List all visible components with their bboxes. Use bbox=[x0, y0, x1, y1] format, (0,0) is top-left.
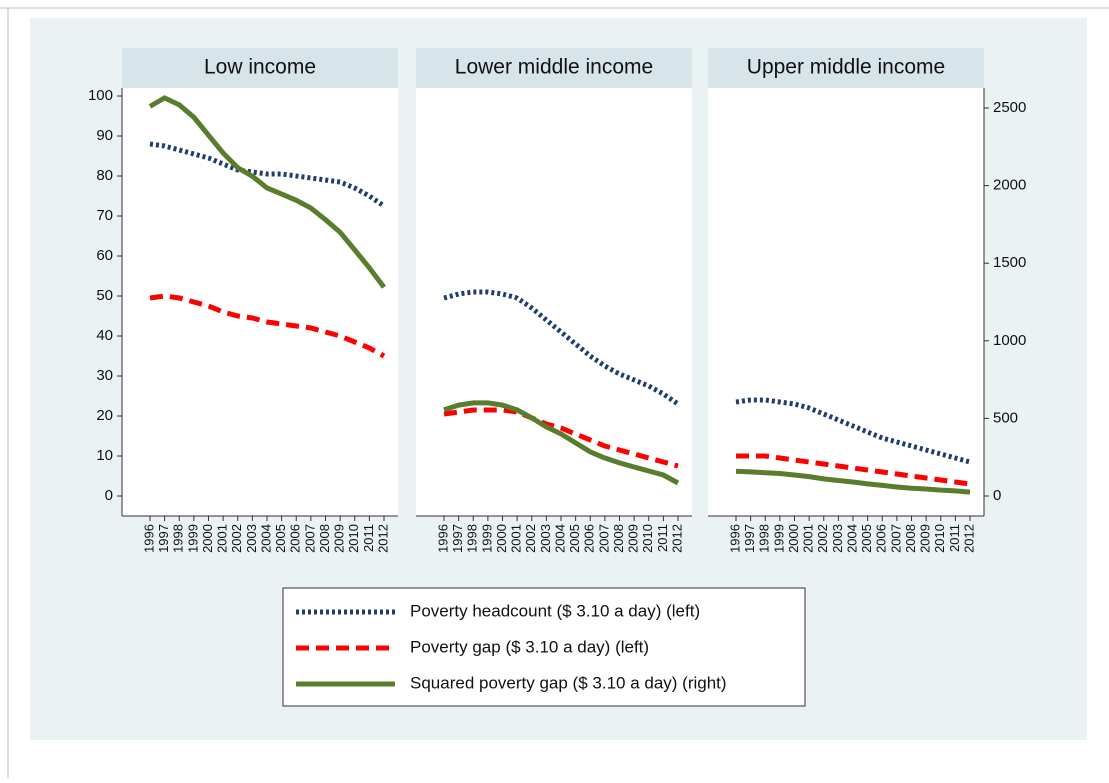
x-tick-label: 1998 bbox=[465, 524, 480, 553]
x-tick-label: 2007 bbox=[302, 524, 317, 553]
x-tick-label: 2008 bbox=[317, 524, 332, 553]
x-tick-label: 2006 bbox=[288, 524, 303, 553]
x-tick-label: 2010 bbox=[932, 524, 947, 553]
y2-tick-label: 2500 bbox=[993, 99, 1026, 116]
x-tick-label: 2009 bbox=[332, 524, 347, 553]
series-line bbox=[148, 95, 386, 289]
x-tick-label: 2005 bbox=[859, 524, 874, 553]
x-tick-label: 2003 bbox=[830, 524, 845, 553]
series-line bbox=[735, 397, 971, 465]
plot-area bbox=[122, 88, 398, 516]
plot-area bbox=[416, 88, 692, 516]
x-tick-label: 2001 bbox=[801, 524, 816, 553]
y-tick-label: 80 bbox=[96, 167, 113, 184]
y-tick-label: 10 bbox=[96, 447, 113, 464]
y-tick-label: 90 bbox=[96, 127, 113, 144]
y-tick-label: 20 bbox=[96, 407, 113, 424]
x-tick-label: 1996 bbox=[435, 524, 450, 553]
x-tick-label: 1999 bbox=[185, 524, 200, 553]
x-tick-label: 1996 bbox=[141, 524, 156, 553]
y-tick-label: 50 bbox=[96, 287, 113, 304]
x-tick-label: 2003 bbox=[538, 524, 553, 553]
x-tick-label: 2011 bbox=[361, 524, 376, 552]
legend-label: Poverty gap ($ 3.10 a day) (left) bbox=[410, 637, 649, 656]
x-tick-label: 2008 bbox=[611, 524, 626, 553]
y2-tick-label: 2000 bbox=[993, 177, 1026, 194]
series-line bbox=[443, 407, 679, 469]
x-tick-label: 1999 bbox=[771, 524, 786, 553]
x-tick-label: 2001 bbox=[509, 524, 524, 553]
x-tick-label: 1999 bbox=[479, 524, 494, 553]
x-tick-label: 2009 bbox=[918, 524, 933, 553]
y2-tick-label: 1500 bbox=[993, 254, 1026, 271]
x-tick-label: 2010 bbox=[640, 524, 655, 553]
x-tick-label: 2009 bbox=[626, 524, 641, 553]
x-tick-label: 2004 bbox=[552, 524, 567, 553]
x-tick-label: 1997 bbox=[450, 524, 465, 553]
x-tick-label: 2000 bbox=[494, 524, 509, 553]
y-tick-label: 60 bbox=[96, 247, 113, 264]
y-tick-label: 100 bbox=[88, 87, 113, 104]
x-tick-label: 2001 bbox=[215, 524, 230, 553]
x-tick-label: 2012 bbox=[375, 524, 390, 553]
x-tick-label: 2002 bbox=[523, 524, 538, 553]
x-tick-label: 1997 bbox=[156, 524, 171, 553]
y-tick-label: 70 bbox=[96, 207, 113, 224]
x-tick-label: 1996 bbox=[727, 524, 742, 553]
title-strip bbox=[122, 48, 398, 88]
x-tick-label: 2010 bbox=[346, 524, 361, 553]
plot-area bbox=[708, 88, 984, 516]
x-tick-label: 2006 bbox=[874, 524, 889, 553]
y2-tick-label: 0 bbox=[993, 487, 1001, 504]
x-tick-label: 1998 bbox=[757, 524, 772, 553]
series-line bbox=[149, 293, 386, 359]
series-line bbox=[735, 468, 971, 495]
y-tick-label: 0 bbox=[105, 487, 113, 504]
legend-label: Poverty headcount ($ 3.10 a day) (left) bbox=[410, 601, 700, 620]
x-tick-label: 2002 bbox=[229, 524, 244, 553]
panel-title: Low income bbox=[204, 56, 316, 79]
y-tick-label: 40 bbox=[96, 327, 113, 344]
x-tick-label: 2003 bbox=[244, 524, 259, 553]
title-strip bbox=[416, 48, 692, 88]
x-tick-label: 2004 bbox=[844, 524, 859, 553]
x-tick-label: 2005 bbox=[567, 524, 582, 553]
x-tick-label: 2005 bbox=[273, 524, 288, 553]
x-tick-label: 2012 bbox=[669, 524, 684, 553]
x-tick-label: 1998 bbox=[171, 524, 186, 553]
y2-tick-label: 1000 bbox=[993, 332, 1026, 349]
series-line bbox=[149, 141, 386, 209]
panel-title: Upper middle income bbox=[747, 56, 945, 79]
series-line bbox=[443, 400, 680, 486]
x-tick-label: 2000 bbox=[200, 524, 215, 553]
x-tick-label: 2000 bbox=[786, 524, 801, 553]
x-tick-label: 2004 bbox=[258, 524, 273, 553]
x-tick-label: 2002 bbox=[815, 524, 830, 553]
x-tick-label: 1997 bbox=[742, 524, 757, 553]
series-line bbox=[443, 289, 680, 407]
panel-title: Lower middle income bbox=[455, 56, 653, 79]
x-tick-label: 2007 bbox=[596, 524, 611, 553]
x-tick-label: 2008 bbox=[903, 524, 918, 553]
legend-label: Squared poverty gap ($ 3.10 a day) (righ… bbox=[410, 673, 727, 692]
x-tick-label: 2007 bbox=[888, 524, 903, 553]
y-tick-label: 30 bbox=[96, 367, 113, 384]
x-tick-label: 2006 bbox=[582, 524, 597, 553]
x-tick-label: 2012 bbox=[961, 524, 976, 553]
x-tick-label: 2011 bbox=[947, 524, 962, 552]
title-strip bbox=[708, 48, 984, 88]
x-tick-label: 2011 bbox=[655, 524, 670, 552]
y2-tick-label: 500 bbox=[993, 409, 1018, 426]
